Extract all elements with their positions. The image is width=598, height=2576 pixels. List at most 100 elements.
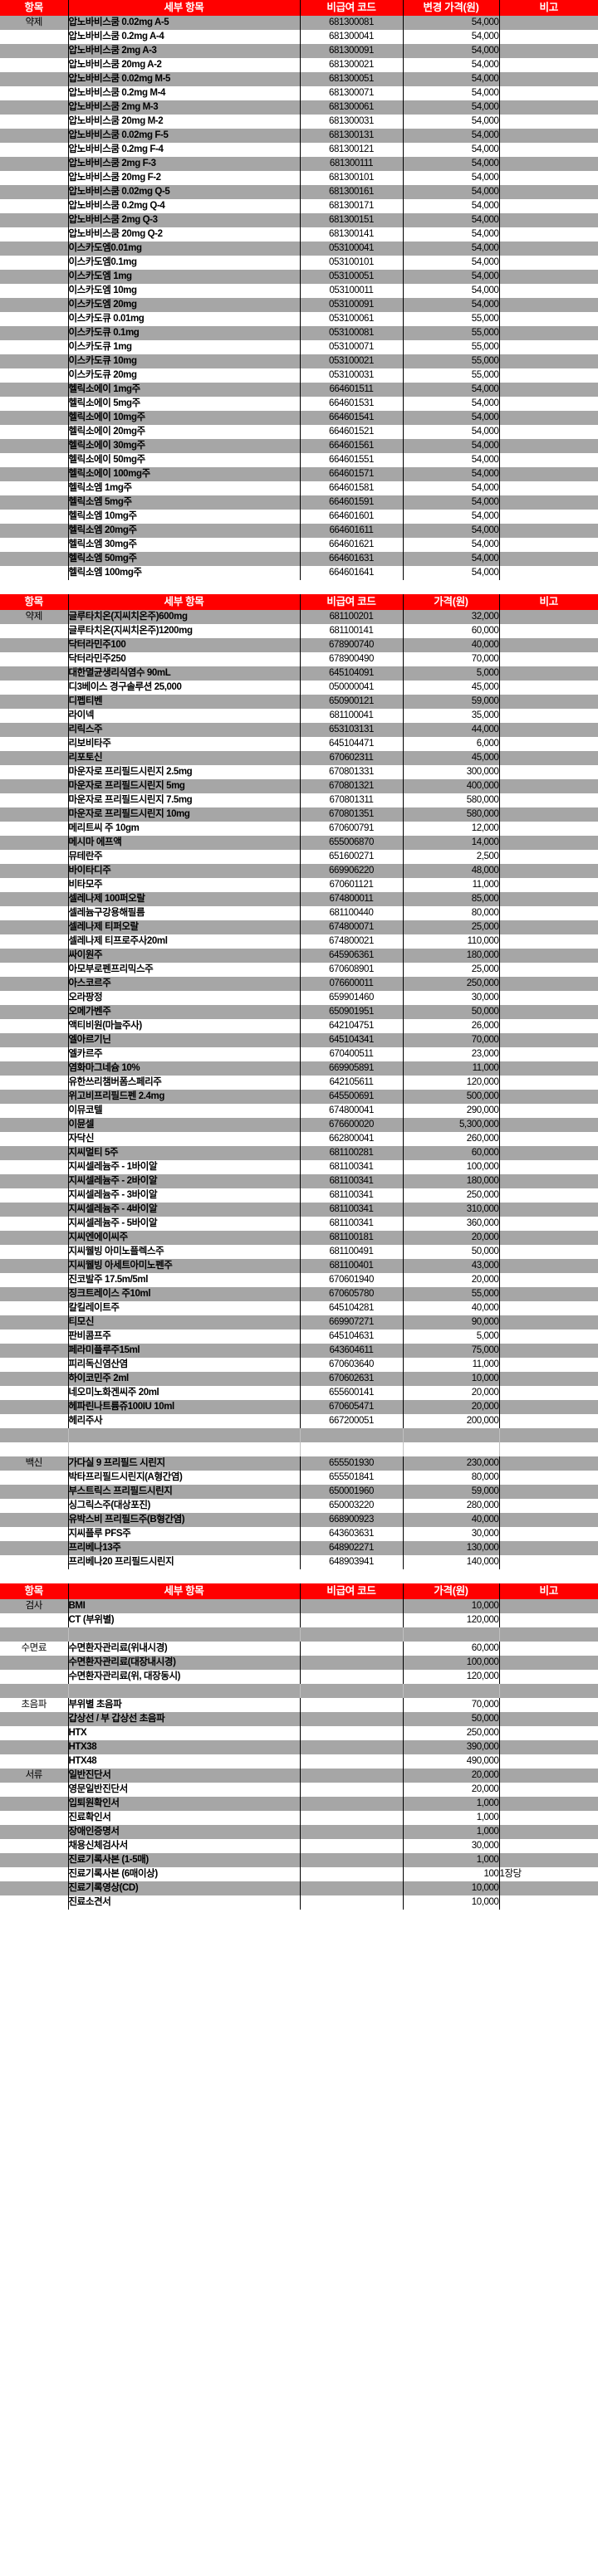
cell-code: 645906361	[300, 949, 404, 963]
cell-code	[300, 1783, 404, 1797]
cell-note	[499, 1188, 598, 1203]
cell-code: 645104341	[300, 1033, 404, 1047]
cell-note	[499, 977, 598, 991]
cell-cat	[0, 1670, 69, 1684]
cell-name: 지씨셀레늄주 - 3바이알	[68, 1188, 301, 1203]
cell-note	[499, 836, 598, 850]
cell-code: 681300171	[300, 199, 404, 213]
spacer-row	[0, 1428, 598, 1442]
cell-note	[499, 242, 598, 256]
table-row: 아스코르주 076600011 250,000	[0, 977, 598, 991]
cell-code: 655501930	[300, 1456, 404, 1471]
cell-price: 70,000	[403, 652, 500, 666]
cell-cat	[0, 298, 69, 312]
cell-code: 669907271	[300, 1315, 404, 1329]
cell-cat	[0, 397, 69, 411]
cell-price: 140,000	[403, 1555, 500, 1569]
cell-note: 1장당	[499, 1867, 598, 1881]
table-row: 압노바비스쿰 2mg Q-3 681300151 54,000	[0, 213, 598, 227]
table-row: 메시마 에프액 655006870 14,000	[0, 836, 598, 850]
cell-note	[499, 1881, 598, 1895]
table-row: 페라미플루주15ml 643604611 75,000	[0, 1344, 598, 1358]
cell-code	[300, 1428, 404, 1442]
cell-cat	[0, 723, 69, 737]
table-row: 헬릭소엠 1mg주 664601581 54,000	[0, 481, 598, 495]
cell-code: 664601571	[300, 467, 404, 481]
cell-name: 압노바비스쿰 20mg M-2	[68, 115, 301, 129]
cell-price: 35,000	[403, 709, 500, 723]
table-3: 항목 세부 항목 비급여 코드 가격(원) 비고 검사 BMI 10,000 CT (부위별) 1…	[0, 1583, 598, 1910]
cell-code: 681100491	[300, 1245, 404, 1259]
cell-cat	[0, 1627, 69, 1642]
table-row: 자닥신 662800041 260,000	[0, 1132, 598, 1146]
cell-code: 655006870	[300, 836, 404, 850]
cell-price: 45,000	[403, 681, 500, 695]
cell-note	[499, 397, 598, 411]
cell-cat	[0, 878, 69, 892]
table-row: 진료기록사본 (1-5매) 1,000	[0, 1853, 598, 1867]
cell-note	[499, 58, 598, 72]
cell-price: 250,000	[403, 977, 500, 991]
cell-cat	[0, 1867, 69, 1881]
table-row: 압노바비스쿰 2mg A-3 681300091 54,000	[0, 44, 598, 58]
cell-name: 헬릭소엠 50mg주	[68, 552, 301, 566]
table-row: 압노바비스쿰 2mg F-3 681300111 54,000	[0, 157, 598, 171]
cell-code: 664601631	[300, 552, 404, 566]
cell-note	[499, 1146, 598, 1160]
cell-price: 10,000	[403, 1881, 500, 1895]
cell-note	[499, 1047, 598, 1061]
cell-note	[499, 100, 598, 115]
table-row: 유박스비 프리필드주(B형간염) 668900923 40,000	[0, 1513, 598, 1527]
cell-cat	[0, 30, 69, 44]
tables-container: 항목 세부 항목 비급여 코드 변경 가격(원) 비고 약제 압노바비스쿰 0.02mg A…	[0, 0, 598, 1910]
header-noninsured-code: 비급여 코드	[300, 1583, 404, 1599]
cell-price: 54,000	[403, 270, 500, 284]
cell-note	[499, 86, 598, 100]
table-row: 박타프리필드시린지(A형간염) 655501841 80,000	[0, 1471, 598, 1485]
table-row: 압노바비스쿰 0.02mg M-5 681300051 54,000	[0, 72, 598, 86]
cell-price: 54,000	[403, 510, 500, 524]
cell-name	[68, 1428, 301, 1442]
cell-cat	[0, 524, 69, 538]
cell-note	[499, 793, 598, 807]
cell-price: 180,000	[403, 949, 500, 963]
cell-price: 6,000	[403, 737, 500, 751]
table-row: 부스트릭스 프리필드시린지 650001960 59,000	[0, 1485, 598, 1499]
spacer-row	[0, 1684, 598, 1698]
table-row: 백신 가다실 9 프리필드 시린지 655501930 230,000	[0, 1456, 598, 1471]
cell-price: 20,000	[403, 1273, 500, 1287]
cell-cat	[0, 1839, 69, 1853]
table-header-row: 항목 세부 항목 비급여 코드 가격(원) 비고	[0, 1583, 598, 1599]
cell-name: 셀레나제 100퍼오랄	[68, 892, 301, 906]
cell-name: 압노바비스쿰 0.02mg F-5	[68, 129, 301, 143]
cell-name: 액티비원(마늘주사)	[68, 1019, 301, 1033]
cell-cat	[0, 737, 69, 751]
table-row: 오라팡정 659901460 30,000	[0, 991, 598, 1005]
cell-cat	[0, 1740, 69, 1754]
cell-price: 580,000	[403, 807, 500, 822]
cell-price: 60,000	[403, 1146, 500, 1160]
table-row: 셀레늄구강용해필름 681100440 80,000	[0, 906, 598, 920]
cell-note	[499, 1160, 598, 1174]
cell-price	[403, 1428, 500, 1442]
cell-code: 053100091	[300, 298, 404, 312]
cell-price: 90,000	[403, 1315, 500, 1329]
cell-code: 664601581	[300, 481, 404, 495]
cell-price: 54,000	[403, 227, 500, 242]
cell-name: 피리독신염산염	[68, 1358, 301, 1372]
cell-price: 54,000	[403, 171, 500, 185]
table-row: 헬릭소엠 50mg주 664601631 54,000	[0, 552, 598, 566]
cell-price: 10,000	[403, 1599, 500, 1613]
cell-cat	[0, 538, 69, 552]
cell-name: 진료기록영상(CD)	[68, 1881, 301, 1895]
cell-price: 120,000	[403, 1670, 500, 1684]
cell-code: 643604611	[300, 1344, 404, 1358]
cell-price: 60,000	[403, 624, 500, 638]
table-row: 리포토신 670602311 45,000	[0, 751, 598, 765]
cell-cat	[0, 1414, 69, 1428]
cell-note	[499, 1287, 598, 1301]
cell-code: 645104091	[300, 666, 404, 681]
cell-code: 053100031	[300, 368, 404, 383]
cell-code: 669905891	[300, 1061, 404, 1076]
cell-note	[499, 1132, 598, 1146]
